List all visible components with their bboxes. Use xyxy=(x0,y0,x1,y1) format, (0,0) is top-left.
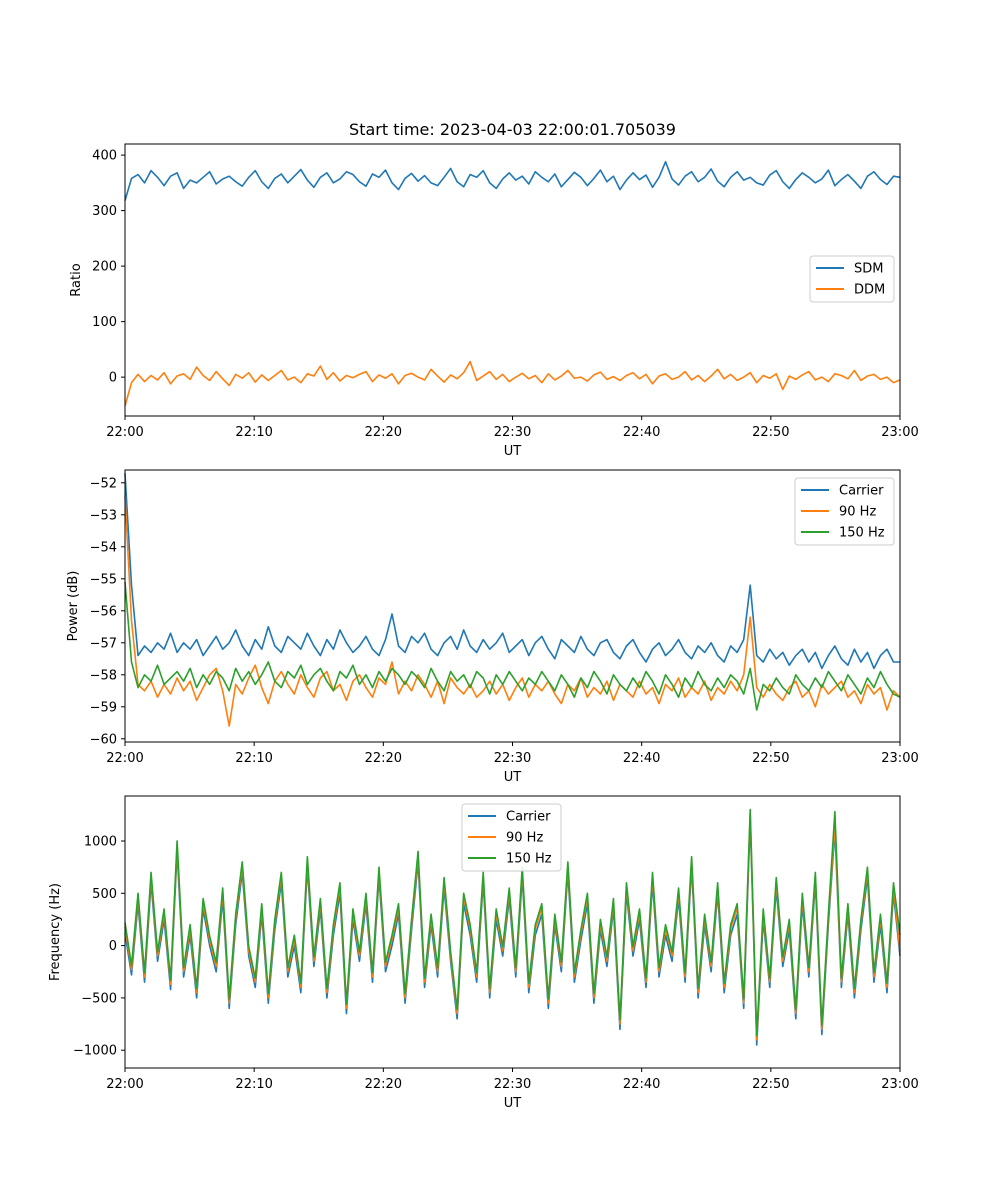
y-tick-label: −52 xyxy=(90,476,117,491)
y-tick-label: 100 xyxy=(92,315,117,330)
legend-box xyxy=(461,803,562,872)
x-tick-label: 22:50 xyxy=(752,425,789,440)
y-tick-label: −57 xyxy=(90,636,117,651)
series-line-150-hz xyxy=(124,808,901,1037)
x-tick-label: 22:50 xyxy=(752,751,789,766)
legend: Carrier 90 Hz 150 Hz xyxy=(461,803,562,872)
x-tick-label: 22:40 xyxy=(623,751,660,766)
series-line-150-hz xyxy=(124,581,901,711)
x-tick-label: 23:00 xyxy=(881,425,918,440)
legend-entry: 150 Hz xyxy=(839,526,885,541)
y-axis-label: Ratio xyxy=(69,263,84,296)
series-line-carrier xyxy=(124,473,900,670)
x-axis-label: UT xyxy=(504,770,522,785)
x-tick-label: 22:20 xyxy=(365,751,402,766)
x-tick-label: 22:00 xyxy=(106,425,143,440)
series-line-ddm xyxy=(124,360,901,407)
y-tick-label: −54 xyxy=(90,540,117,555)
legend-entry: 90 Hz xyxy=(506,831,543,846)
legend-entry: SDM xyxy=(854,262,883,277)
legend-box xyxy=(794,477,895,546)
x-tick-label: 22:40 xyxy=(623,1077,660,1092)
x-tick-label: 22:40 xyxy=(623,425,660,440)
frequency-panel: 22:00 22:10 22:20 22:30 22:40 22:50 23:00 −1000… xyxy=(48,795,919,1111)
y-tick-label: 1000 xyxy=(84,834,117,849)
x-axis-label: UT xyxy=(504,1096,522,1111)
y-tick-label: 0 xyxy=(109,939,117,954)
y-tick-label: −58 xyxy=(90,668,117,683)
y-tick-label: −53 xyxy=(90,508,117,523)
y-tick-label: −500 xyxy=(81,991,117,1006)
axes-frame xyxy=(124,469,901,743)
series-line-90-hz xyxy=(124,495,901,727)
y-tick-label: 200 xyxy=(92,260,117,275)
legend-entry: DDM xyxy=(854,283,885,298)
y-tick-label: −1000 xyxy=(73,1044,117,1059)
x-tick-label: 22:30 xyxy=(494,1077,531,1092)
y-tick-label: 300 xyxy=(92,204,117,219)
y-tick-label: −60 xyxy=(90,732,117,747)
x-tick-label: 22:30 xyxy=(494,751,531,766)
legend-entry: Carrier xyxy=(839,484,884,499)
x-tick-label: 22:10 xyxy=(235,751,272,766)
x-axis-label: UT xyxy=(504,444,522,459)
y-tick-label: −59 xyxy=(90,700,117,715)
legend-entry: 150 Hz xyxy=(506,852,552,867)
x-tick-label: 22:00 xyxy=(106,1077,143,1092)
y-tick-label: −56 xyxy=(90,604,117,619)
legend-entry: 90 Hz xyxy=(839,505,876,520)
x-tick-label: 22:20 xyxy=(365,425,402,440)
legend-entry: Carrier xyxy=(506,810,551,825)
x-tick-label: 22:30 xyxy=(494,425,531,440)
y-tick-label: 500 xyxy=(92,887,117,902)
y-axis-label: Frequency (Hz) xyxy=(48,883,63,981)
legend: SDM DDM xyxy=(809,255,895,303)
y-tick-label: 0 xyxy=(109,371,117,386)
x-tick-label: 22:20 xyxy=(365,1077,402,1092)
chart-title: Start time: 2023-04-03 22:00:01.705039 xyxy=(349,120,676,139)
x-tick-label: 23:00 xyxy=(881,1077,918,1092)
ratio-panel: 22:00 22:10 22:20 22:30 22:40 22:50 23:00 0 100 2… xyxy=(69,120,919,459)
x-tick-label: 22:00 xyxy=(106,751,143,766)
y-axis-label: Power (dB) xyxy=(66,571,81,642)
legend: Carrier 90 Hz 150 Hz xyxy=(794,477,895,546)
x-tick-label: 22:50 xyxy=(752,1077,789,1092)
x-tick-label: 22:10 xyxy=(235,425,272,440)
power-panel: 22:00 22:10 22:20 22:30 22:40 22:50 23:00 −60 −5… xyxy=(66,469,919,785)
x-tick-label: 23:00 xyxy=(881,751,918,766)
y-tick-label: 400 xyxy=(92,149,117,164)
series-line-sdm xyxy=(124,160,901,201)
x-tick-label: 22:10 xyxy=(235,1077,272,1092)
y-tick-label: −55 xyxy=(90,572,117,587)
